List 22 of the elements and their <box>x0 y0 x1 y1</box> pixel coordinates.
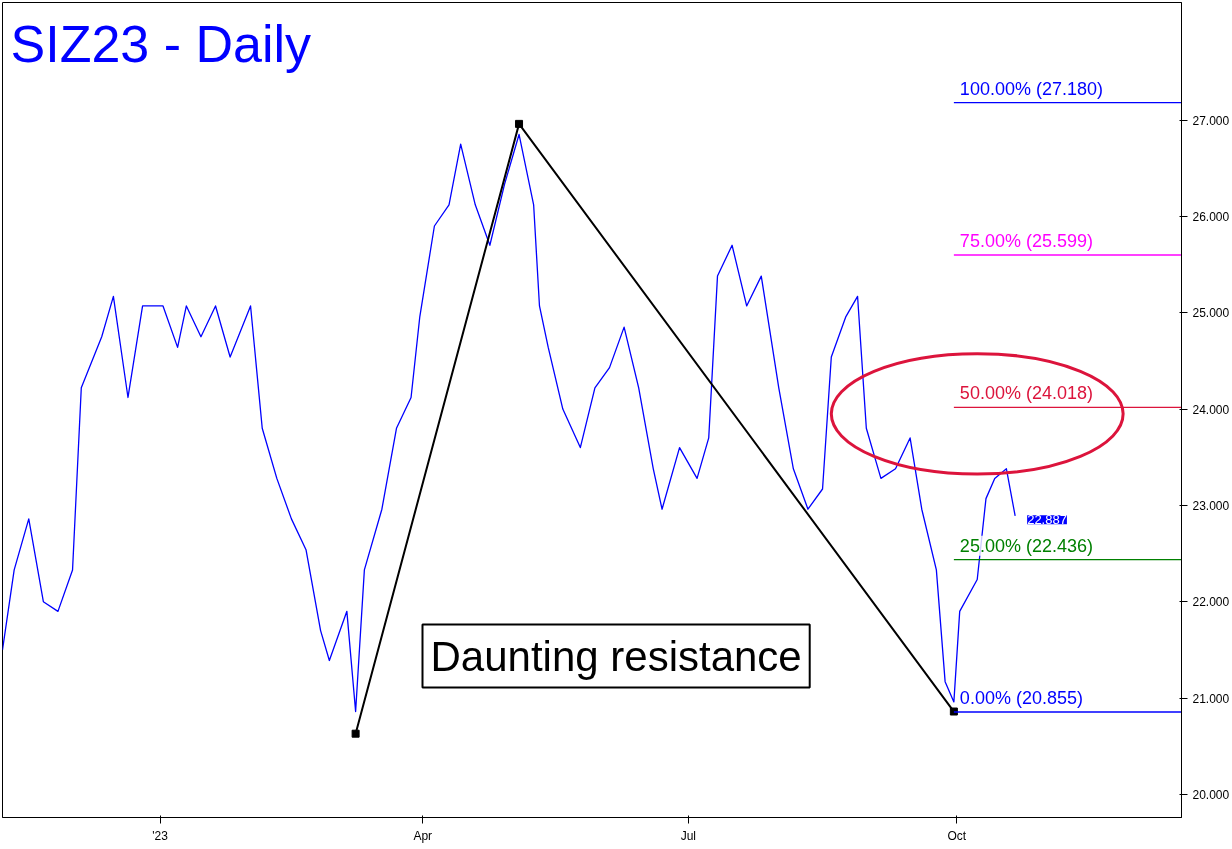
y-tick-label: 26.000 <box>1192 209 1230 224</box>
y-tick-label: 23.000 <box>1192 498 1230 513</box>
point <box>515 119 524 128</box>
ref-line-label: 25.00% (22.436) <box>959 535 1093 556</box>
y-tick-label: 21.000 <box>1192 691 1230 706</box>
ref-line-label: 75.00% (25.599) <box>959 231 1093 251</box>
x-tick-label: Apr <box>413 828 433 843</box>
y-tick-label: 24.000 <box>1192 402 1230 417</box>
point <box>351 729 360 738</box>
annotation: Daunting resistance <box>430 632 802 680</box>
y-tick-label: 27.000 <box>1192 113 1230 128</box>
y-tick-label: 20.000 <box>1192 787 1230 802</box>
x-tick-label: Jul <box>680 828 696 843</box>
y-tick-label: 22.000 <box>1192 595 1230 610</box>
ref-line-label: 50.00% (24.018) <box>959 383 1093 404</box>
x-tick-label: '23 <box>152 828 169 843</box>
chart-title: SIZ23 - Daily <box>10 14 312 73</box>
ref-line-label: 0.00% (20.855) <box>959 688 1083 709</box>
ref-line-label: 100.00% (27.180) <box>959 78 1103 99</box>
x-tick-label: Oct <box>947 828 967 843</box>
y-tick-label: 25.000 <box>1192 306 1230 321</box>
annotation: 22.887 <box>1027 512 1067 528</box>
